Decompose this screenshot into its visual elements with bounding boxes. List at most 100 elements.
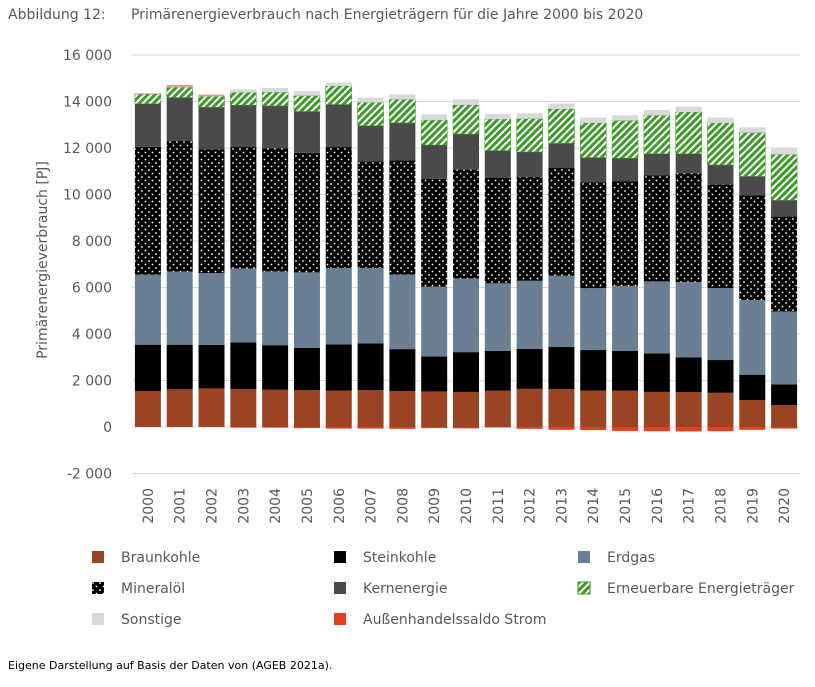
bar-segment (643, 281, 670, 354)
bar-segment (771, 311, 798, 385)
bar-segment (325, 147, 352, 268)
y-tick-label: 10 000 (63, 188, 112, 204)
bar-segment (580, 157, 607, 183)
legend-label: Sonstige (121, 612, 182, 628)
bar-segment (548, 275, 575, 348)
bar-segment (453, 169, 479, 279)
bar-segment (580, 350, 607, 391)
bar-segment (261, 91, 289, 107)
bar-segment (516, 427, 543, 429)
bar-segment (707, 164, 734, 185)
bar-segment (134, 93, 161, 95)
bar-segment (484, 390, 511, 427)
bar-segment (516, 280, 543, 349)
legend-label: Steinkohle (363, 550, 436, 566)
bar-segment (230, 268, 257, 343)
bar-segment (166, 344, 193, 390)
bar-segment (453, 134, 479, 170)
bar-segment (771, 405, 798, 427)
legend-swatch (334, 613, 346, 625)
bar-segment (198, 107, 225, 150)
y-tick-label: 12 000 (63, 141, 112, 157)
bar-segment (198, 96, 225, 108)
bar-segment (548, 108, 575, 144)
bar-segment (230, 389, 257, 427)
bar-segment (453, 278, 479, 353)
bar-segment (516, 118, 543, 153)
legend-swatch (334, 582, 346, 594)
bar-segment (389, 99, 416, 124)
bar-segment (516, 388, 543, 427)
bar-segment (675, 173, 702, 283)
legend-label: Mineralöl (121, 581, 185, 597)
bar-segment (612, 285, 639, 351)
bar-segment (134, 390, 161, 427)
x-tick-label: 2006 (332, 488, 348, 524)
bar-segment (230, 147, 257, 269)
bar-segment (612, 427, 639, 431)
bar-segment (166, 87, 193, 98)
bar-segment (262, 345, 289, 390)
bar-segment (548, 389, 575, 427)
bar-segment (166, 85, 193, 87)
x-tick-label: 2013 (554, 488, 570, 524)
source-note: Eigene Darstellung auf Basis der Daten v… (8, 659, 332, 672)
x-tick-label: 2015 (618, 488, 634, 524)
bar-segment (643, 115, 671, 155)
bar-segment (739, 374, 766, 401)
bar-segment (643, 353, 670, 392)
bar-segment (580, 288, 607, 351)
bar-segment (230, 92, 257, 106)
bar-segment (771, 216, 798, 312)
bar-segment (262, 148, 289, 272)
bar-segment (580, 117, 607, 123)
bar-segment (134, 103, 161, 147)
x-tick-label: 2005 (300, 488, 316, 524)
bar-segment (707, 122, 734, 166)
bar-segment (198, 94, 225, 96)
bar-segment (771, 148, 798, 155)
y-tick-label: 16 000 (63, 48, 112, 64)
y-tick-label: 14 000 (63, 95, 112, 111)
y-axis-label: Primärenergieverbrauch [PJ] (35, 161, 51, 359)
bar-segment (134, 93, 162, 105)
bar-segment (134, 344, 161, 391)
bar-segment (357, 97, 384, 103)
x-tick-label: 2019 (745, 488, 761, 524)
bar-segment (739, 427, 766, 430)
bar-segment (611, 120, 639, 159)
bar-segment (612, 390, 639, 427)
legend-swatch (92, 582, 104, 594)
bar-segment (484, 350, 511, 391)
bar-segment (421, 286, 448, 357)
bar-segment (166, 389, 193, 427)
bar-segment (516, 177, 543, 281)
bar-segment (421, 356, 448, 392)
bar-segment (389, 427, 416, 429)
y-tick-label: 8 000 (72, 234, 112, 250)
bar-segment (675, 392, 702, 427)
bar-segment (389, 390, 416, 427)
bar-segment (389, 349, 416, 391)
bar-segment (675, 111, 702, 155)
bar-segment (421, 427, 448, 429)
bar-segment (484, 150, 511, 178)
bar-segment (293, 152, 320, 273)
chart-title: Primärenergieverbrauch nach Energieträge… (131, 7, 643, 23)
bar-segment (166, 97, 193, 142)
bar-segment (325, 82, 352, 86)
legend-label: Braunkohle (121, 550, 200, 566)
bar-segment (325, 390, 352, 427)
bar-segment (453, 99, 479, 105)
bar-segment (580, 182, 607, 289)
bar-segment (389, 274, 416, 350)
bar-segment (675, 357, 702, 393)
bar-segment (293, 390, 320, 427)
legend-swatch (92, 551, 104, 563)
bar-segment (230, 427, 257, 428)
bar-segment (453, 391, 479, 427)
bar-segment (421, 178, 448, 287)
y-tick-label: 2 000 (72, 374, 112, 390)
bar-segment (643, 175, 670, 282)
